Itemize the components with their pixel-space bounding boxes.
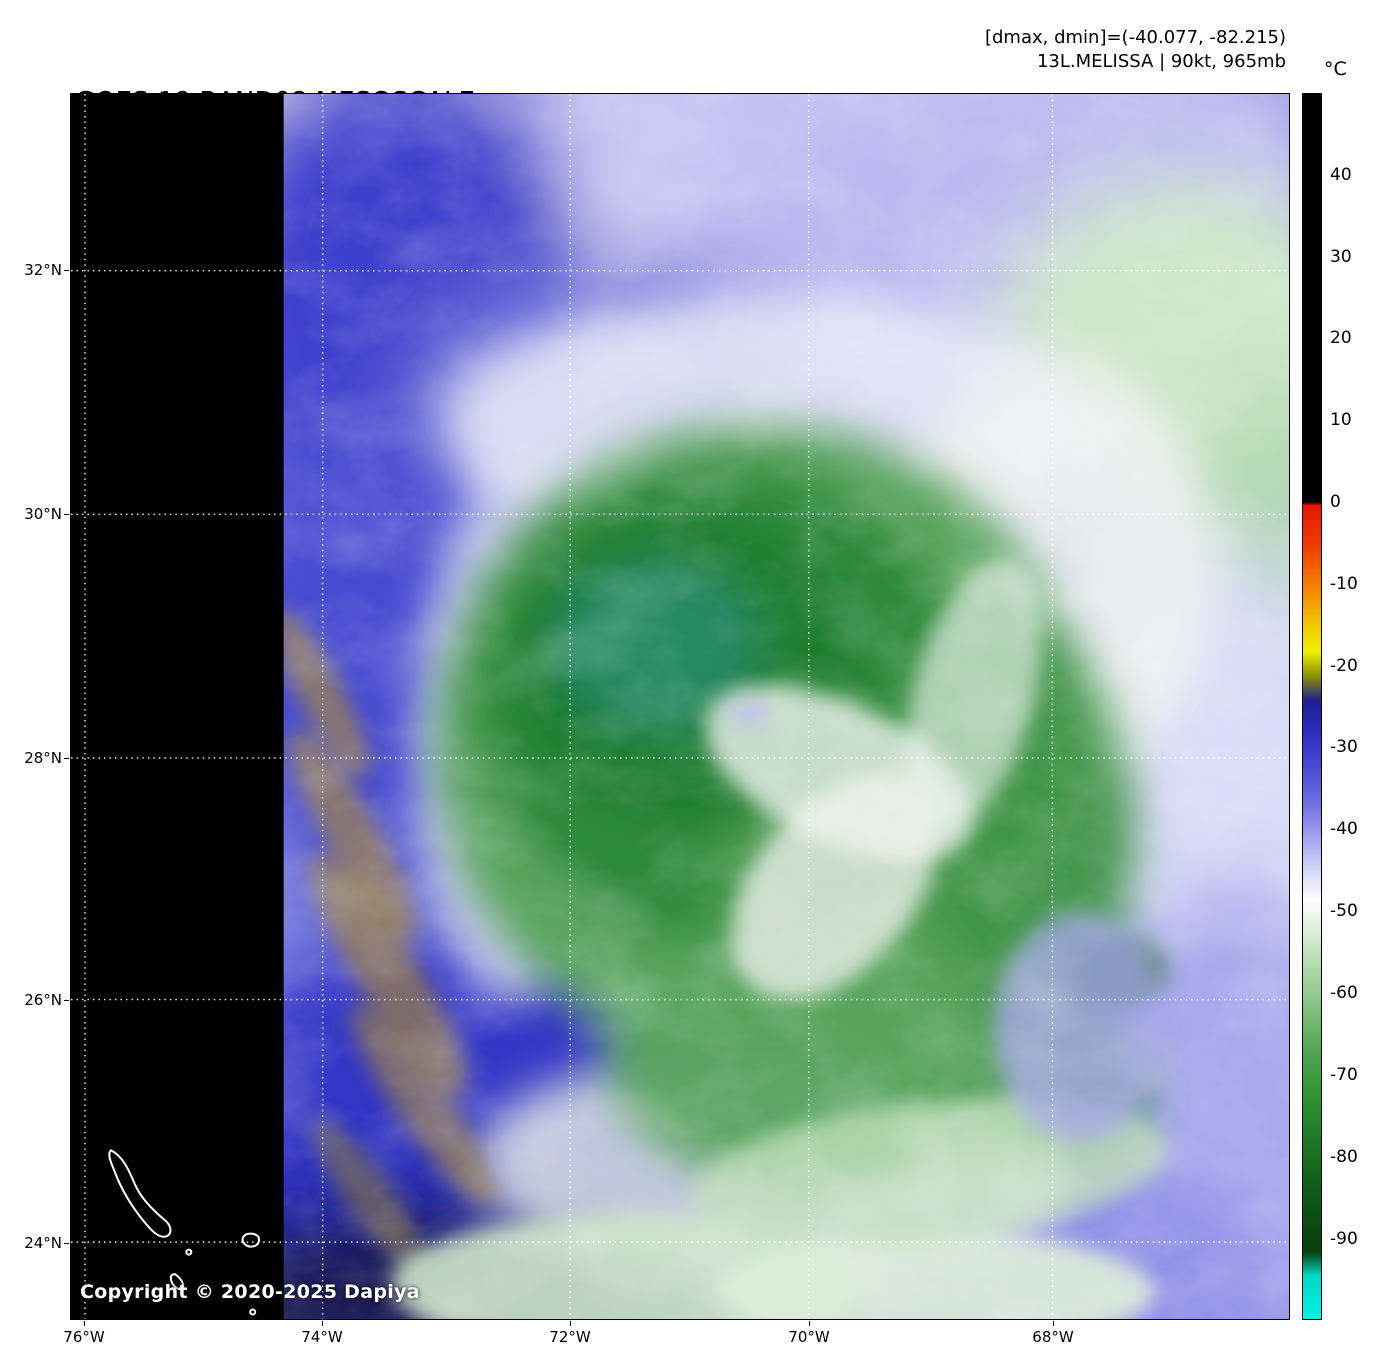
colorbar-tick-label: 20 <box>1330 328 1352 348</box>
colorbar-tick-label: -60 <box>1330 983 1358 1003</box>
colorbar-tick-label: 0 <box>1330 492 1341 512</box>
colorbar-tick-label: 40 <box>1330 165 1352 185</box>
dmax-dmin-readout: [dmax, dmin]=(-40.077, -82.215) <box>984 27 1286 48</box>
y-axis-tick <box>64 270 69 271</box>
colorbar-tick-label: -80 <box>1330 1147 1358 1167</box>
colorbar-tick-label: -40 <box>1330 819 1358 839</box>
figure-readouts: [dmax, dmin]=(-40.077, -82.215) 13L.MELI… <box>985 26 1286 74</box>
colorbar-tick-label: -20 <box>1330 656 1358 676</box>
colorbar-tick-label: -90 <box>1330 1229 1358 1249</box>
y-axis-tick <box>64 1243 69 1244</box>
lon-tick-label: 76°W <box>63 1328 105 1346</box>
lon-tick-label: 68°W <box>1032 1328 1074 1346</box>
lat-tick-label: 30°N <box>24 505 62 523</box>
x-axis-tick <box>809 1321 810 1326</box>
copyright-watermark: Copyright © 2020-2025 Dapiya <box>80 1281 420 1303</box>
y-axis-tick <box>64 758 69 759</box>
satellite-imagery <box>71 94 1289 1319</box>
colorbar-tick-label: -30 <box>1330 737 1358 757</box>
colorbar-tick-label: 10 <box>1330 410 1352 430</box>
island-outlines <box>108 1149 261 1316</box>
no-data-region <box>71 94 284 1319</box>
y-axis-tick <box>64 514 69 515</box>
lon-tick-label: 74°W <box>301 1328 343 1346</box>
lat-tick-label: 32°N <box>24 261 62 279</box>
lat-tick-label: 28°N <box>24 749 62 767</box>
lon-tick-label: 70°W <box>788 1328 830 1346</box>
y-axis-tick <box>64 1000 69 1001</box>
x-axis-tick <box>570 1321 571 1326</box>
colorbar-tick-label: 30 <box>1330 247 1352 267</box>
x-axis-tick <box>322 1321 323 1326</box>
lon-tick-label: 72°W <box>549 1328 591 1346</box>
storm-info: 13L.MELISSA | 90kt, 965mb <box>1036 51 1286 72</box>
colorbar-tick-label: -70 <box>1330 1065 1358 1085</box>
colorbar-unit-label: °C <box>1324 58 1347 80</box>
graticule <box>71 94 1289 1319</box>
lat-tick-label: 26°N <box>24 991 62 1009</box>
colorbar-tick-label: -50 <box>1330 901 1358 921</box>
x-axis-tick <box>1053 1321 1054 1326</box>
colorbar-tick-label: -10 <box>1330 574 1358 594</box>
x-axis-tick <box>84 1321 85 1326</box>
lat-tick-label: 24°N <box>24 1234 62 1252</box>
satellite-map <box>70 93 1290 1320</box>
colorbar-gradient <box>1302 93 1322 1320</box>
